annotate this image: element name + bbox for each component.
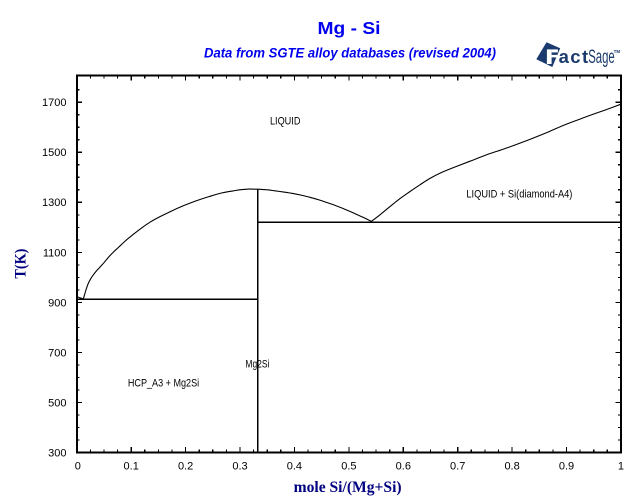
svg-text:Mg - Si: Mg - Si — [318, 18, 381, 38]
svg-text:0.7: 0.7 — [450, 461, 465, 473]
svg-text:1: 1 — [618, 461, 624, 473]
svg-text:0.8: 0.8 — [504, 461, 519, 473]
svg-text:Sage: Sage — [588, 47, 615, 68]
svg-text:TM: TM — [614, 49, 621, 54]
svg-text:HCP_A3 + Mg2Si: HCP_A3 + Mg2Si — [128, 378, 199, 390]
svg-text:1300: 1300 — [42, 197, 66, 209]
svg-text:T(K): T(K) — [12, 249, 29, 279]
svg-text:0.9: 0.9 — [559, 461, 574, 473]
svg-text:900: 900 — [48, 297, 66, 309]
svg-text:mole Si/(Mg+Si): mole Si/(Mg+Si) — [294, 479, 402, 496]
svg-text:700: 700 — [48, 347, 66, 359]
svg-text:1100: 1100 — [43, 247, 67, 259]
svg-text:300: 300 — [48, 447, 66, 459]
svg-text:Data from SGTE alloy databases: Data from SGTE alloy databases (revised … — [204, 45, 496, 61]
svg-text:0.4: 0.4 — [287, 461, 302, 473]
svg-text:0.6: 0.6 — [396, 461, 411, 473]
svg-text:1700: 1700 — [42, 97, 66, 109]
svg-text:act: act — [559, 46, 590, 67]
svg-text:500: 500 — [48, 397, 66, 409]
svg-text:LIQUID + Si(diamond-A4): LIQUID + Si(diamond-A4) — [466, 188, 572, 200]
svg-text:LIQUID: LIQUID — [270, 116, 301, 128]
svg-text:0.3: 0.3 — [232, 461, 247, 473]
svg-text:1500: 1500 — [42, 147, 66, 159]
svg-text:0.2: 0.2 — [178, 461, 193, 473]
svg-text:0.1: 0.1 — [124, 461, 139, 473]
svg-text:Mg2Si: Mg2Si — [245, 359, 269, 371]
svg-text:0.5: 0.5 — [341, 461, 356, 473]
svg-text:0: 0 — [75, 461, 81, 473]
